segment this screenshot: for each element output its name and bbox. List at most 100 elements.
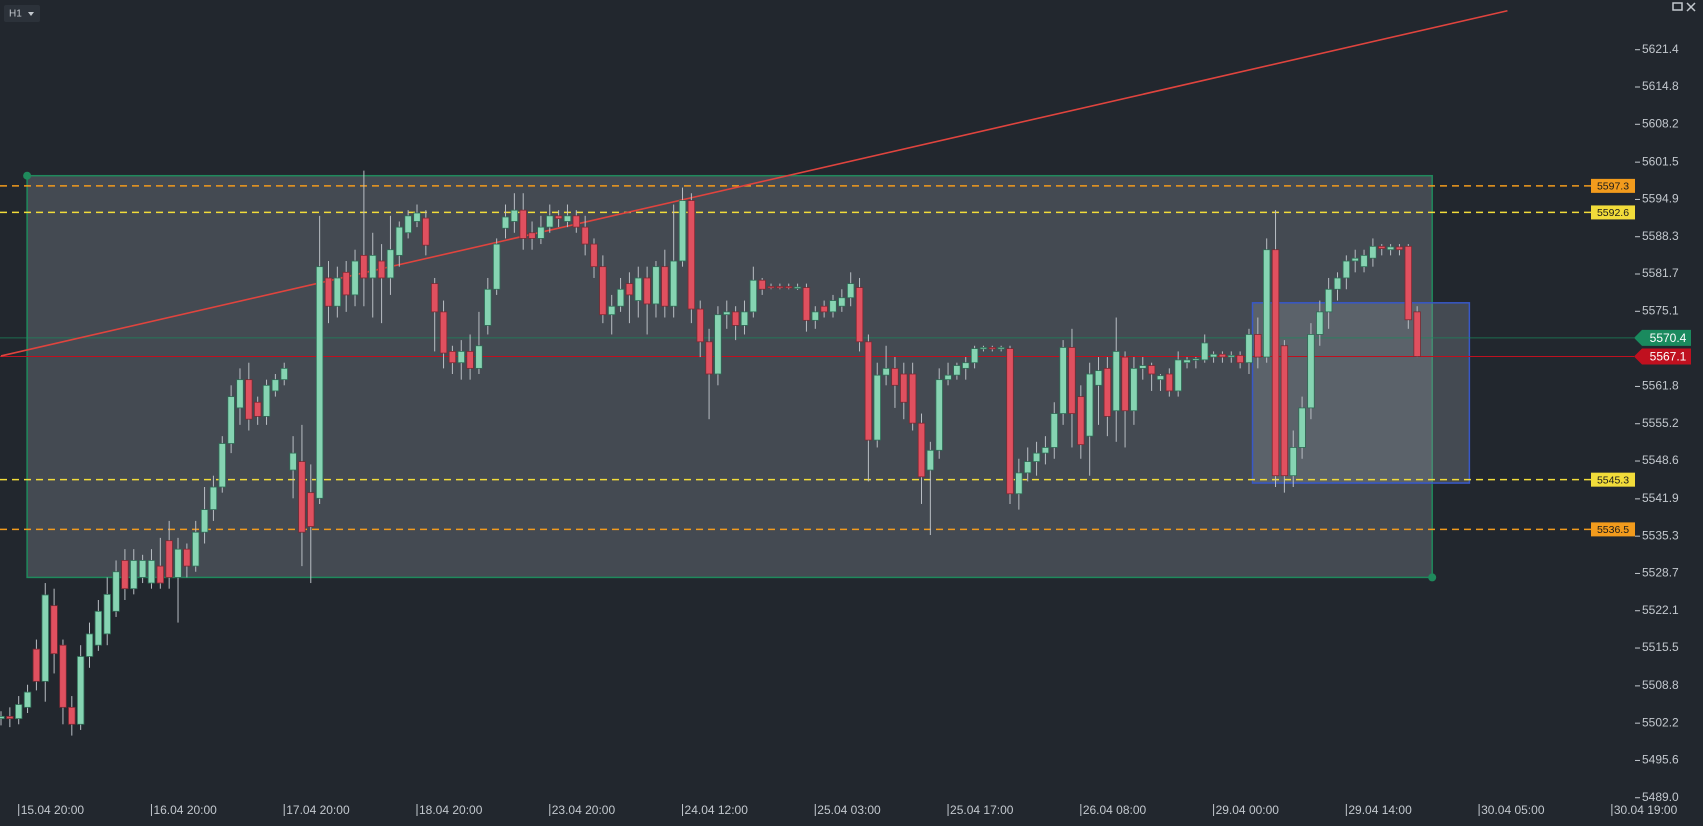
- candle-body: [1032, 452, 1041, 462]
- candle-body: [138, 560, 147, 578]
- zone-box: [26, 174, 1433, 579]
- y-tick-label: 5601.5: [1642, 154, 1679, 168]
- candle-body: [829, 300, 837, 313]
- candle-body: [227, 396, 235, 444]
- price-tag-label: 5567.1: [1650, 350, 1687, 364]
- candle-body: [413, 212, 421, 222]
- timeframe-label[interactable]: H1: [9, 9, 22, 20]
- y-tick-label: 5575.1: [1642, 303, 1679, 317]
- candle-body: [209, 486, 218, 511]
- candle-body: [634, 277, 642, 301]
- candle-body: [661, 266, 669, 307]
- candle-body: [1360, 254, 1368, 268]
- price-tag: [1634, 329, 1691, 346]
- candle-body: [253, 401, 262, 417]
- candle-body: [466, 351, 474, 369]
- close-icon[interactable]: [1686, 2, 1696, 12]
- candle-body: [838, 297, 846, 307]
- candle-body: [1121, 356, 1129, 412]
- candle-body: [15, 704, 23, 720]
- candle-body: [731, 311, 740, 326]
- y-tick-label: 5548.6: [1642, 453, 1679, 467]
- level-tag-label: 5545.3: [1597, 474, 1629, 486]
- timeframe-selector[interactable]: H1: [4, 5, 40, 22]
- level-tag: [1591, 472, 1635, 487]
- candle-body: [1227, 354, 1235, 358]
- zone-box: [1251, 302, 1471, 484]
- x-tick-label: 16.04 20:00: [153, 803, 217, 817]
- candle-body: [652, 266, 660, 305]
- candle-body: [0, 715, 5, 720]
- candle-body: [599, 266, 607, 316]
- candle-body: [581, 226, 589, 245]
- candle-body: [68, 706, 76, 725]
- candle-body: [1386, 246, 1395, 251]
- candle-body: [1351, 257, 1359, 262]
- candle-body: [820, 305, 828, 313]
- candle-body: [1378, 245, 1386, 249]
- minimize-icon[interactable]: [1672, 2, 1683, 11]
- candle-body: [165, 540, 173, 578]
- level-tag-label: 5592.6: [1597, 207, 1629, 219]
- candle-body: [767, 286, 775, 289]
- candle-body: [926, 449, 935, 471]
- box-handle: [1428, 573, 1437, 582]
- candle-body: [200, 509, 209, 533]
- x-tick-label: 17.04 20:00: [286, 803, 350, 817]
- candle-body: [528, 232, 536, 239]
- plot: 5621.4 5614.8 5608.2 5601.5 5594.9 5588.3 5581…: [0, 9, 1691, 817]
- x-tick-label: 30.04 05:00: [1481, 803, 1545, 817]
- candle-body: [785, 286, 793, 289]
- x-tick-label: 24.04 12:00: [685, 803, 749, 817]
- candle-body: [1050, 413, 1058, 448]
- candle-body: [1112, 351, 1120, 412]
- candle-body: [1324, 288, 1333, 313]
- y-tick-label: 5621.4: [1642, 42, 1679, 56]
- y-tick-label: 5614.8: [1642, 79, 1679, 93]
- candle-body: [1085, 373, 1094, 437]
- candle-body: [1333, 277, 1342, 290]
- candle-body: [1130, 367, 1138, 412]
- price-tag: [1634, 348, 1691, 365]
- candle-body: [1307, 334, 1315, 409]
- candle-body: [944, 374, 952, 381]
- level-tag: [1591, 205, 1635, 220]
- candle-body: [351, 260, 359, 296]
- candle-body: [32, 648, 41, 682]
- candle-body: [183, 548, 191, 567]
- candle-body: [962, 362, 970, 369]
- candle-body: [758, 279, 766, 290]
- candle-body: [776, 286, 784, 289]
- y-tick-label: 5541.9: [1642, 491, 1679, 505]
- timeframe-box[interactable]: [4, 5, 40, 22]
- candle-body: [1192, 358, 1200, 361]
- candle-body: [1041, 447, 1050, 454]
- candle-body: [749, 279, 758, 313]
- level-tag: [1591, 178, 1635, 193]
- candle-body: [882, 367, 890, 376]
- candle-body: [76, 656, 85, 725]
- candle-body: [1262, 249, 1271, 358]
- dropdown-arrow[interactable]: [28, 12, 34, 16]
- level-tag-label: 5597.3: [1597, 181, 1629, 193]
- candle-body: [1201, 342, 1209, 361]
- candle-body: [147, 560, 156, 584]
- candle-body: [156, 565, 165, 584]
- candle-body: [537, 226, 545, 239]
- candle-body: [510, 209, 519, 222]
- window-controls[interactable]: [1672, 2, 1696, 12]
- y-tick-label: 5508.8: [1642, 678, 1679, 692]
- candle-body: [307, 492, 315, 527]
- candle-body: [900, 373, 908, 403]
- y-tick-label: 5502.2: [1642, 715, 1679, 729]
- y-tick-label: 5528.7: [1642, 566, 1679, 580]
- candle-body: [616, 288, 625, 307]
- candle-body: [475, 345, 483, 369]
- candle-body: [519, 209, 527, 239]
- candle-body: [1077, 396, 1085, 446]
- candle-body: [997, 347, 1005, 350]
- candle-body: [192, 531, 200, 567]
- candle-body: [262, 384, 271, 417]
- candle-body: [1139, 365, 1147, 369]
